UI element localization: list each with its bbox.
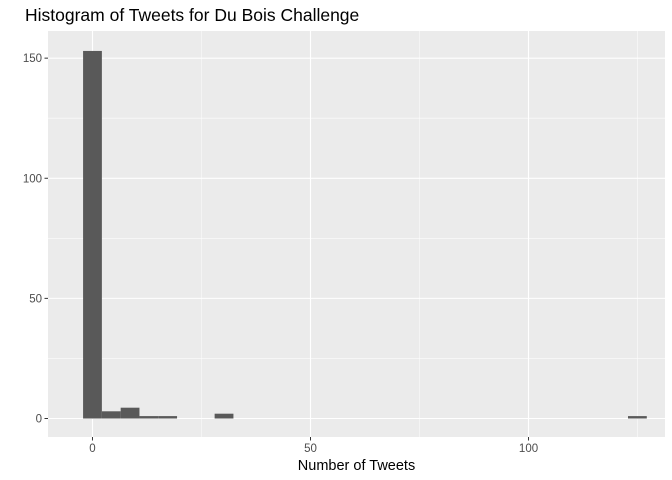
x-tick-label: 0: [89, 443, 95, 455]
x-tick-label: 100: [519, 443, 538, 455]
y-tick-label: 100: [23, 173, 42, 185]
y-tick-label: 0: [36, 414, 42, 426]
histogram-bar: [158, 416, 178, 419]
histogram-bar: [628, 416, 647, 419]
histogram-bar: [139, 416, 159, 419]
y-tick-label: 150: [23, 53, 42, 65]
histogram-bar: [120, 407, 140, 419]
histogram-bars: [83, 50, 647, 419]
x-tick-label: 50: [304, 443, 317, 455]
histogram-bar: [83, 50, 102, 419]
histogram-bar: [101, 411, 121, 419]
plot-panel: [48, 31, 665, 437]
histogram-bar: [214, 413, 234, 419]
x-axis-title: Number of Tweets: [298, 458, 415, 474]
y-tick-label: 50: [29, 293, 42, 305]
minor-gridlines: [48, 31, 665, 437]
x-axis: 0 50 100: [89, 437, 538, 455]
chart-title: Histogram of Tweets for Du Bois Challeng…: [25, 5, 360, 25]
y-axis: 0 50 100 150: [23, 53, 48, 426]
